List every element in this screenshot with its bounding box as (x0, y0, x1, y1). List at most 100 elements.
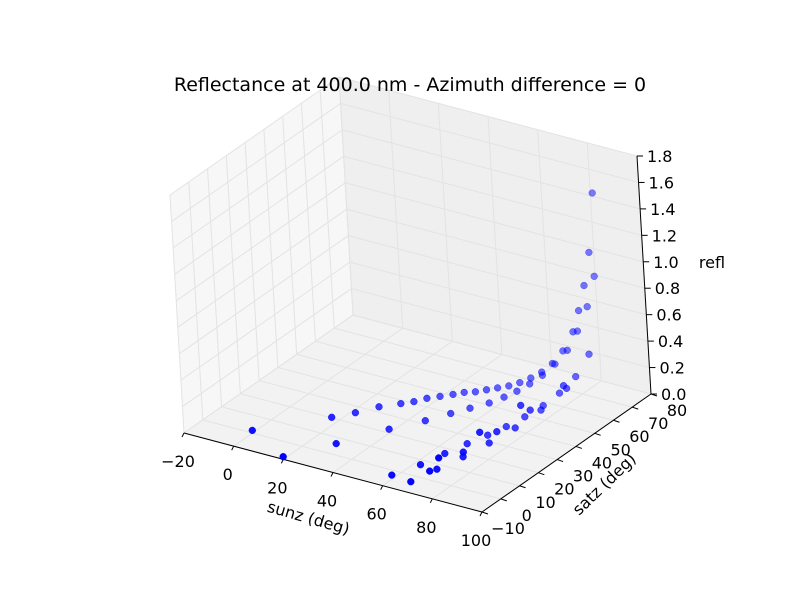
data-point (585, 248, 593, 257)
x-tick-label: 0 (223, 465, 233, 484)
data-point (521, 413, 529, 421)
z-tick-label: 1.0 (653, 253, 678, 272)
grid-line (177, 208, 348, 328)
y-tick-label: 0 (522, 506, 532, 525)
grid-line (277, 366, 577, 447)
z-tick-label: 1.4 (650, 200, 675, 219)
data-point (463, 440, 471, 448)
x-tick-mark (181, 432, 185, 438)
y-tick-label: 10 (535, 493, 555, 512)
data-point (574, 306, 583, 315)
grid-line (244, 142, 260, 381)
y-tick-mark (519, 485, 526, 489)
z-tick-label: 0.6 (656, 306, 681, 325)
z-axis-label: refl (699, 253, 725, 272)
grid-line (183, 314, 354, 434)
grid-line (169, 194, 185, 434)
data-point (459, 448, 467, 456)
y-tick-mark (575, 445, 583, 449)
grid-line (537, 129, 553, 368)
data-point (351, 409, 360, 417)
chart-title: Reflectance at 400.0 nm - Azimuth differ… (174, 74, 646, 96)
grid-line (338, 76, 354, 316)
data-point (516, 378, 524, 387)
data-point (505, 382, 513, 390)
data-point (436, 392, 444, 401)
data-point (476, 428, 484, 436)
z-axis-line (636, 155, 652, 395)
grid-line (283, 340, 453, 460)
grid-line (487, 116, 503, 355)
grid-line (586, 142, 602, 381)
data-point (449, 390, 457, 399)
grid-line (169, 76, 340, 196)
data-point (482, 386, 491, 394)
grid-line (348, 235, 647, 316)
grid-line (188, 181, 204, 420)
x-tick-mark (231, 445, 235, 451)
data-point (493, 428, 501, 436)
x-tick-mark (330, 472, 334, 477)
grid-line (332, 354, 503, 473)
left-pane (170, 77, 353, 433)
grid-line (175, 182, 346, 302)
y-axis-line (481, 393, 652, 513)
y-tick-label: 50 (610, 440, 630, 459)
grid-line (340, 102, 639, 183)
x-tick-label: 60 (366, 505, 386, 524)
y-tick-mark (632, 406, 639, 410)
y-tick-label: 80 (667, 401, 687, 420)
data-point (559, 347, 567, 355)
data-point (410, 397, 418, 406)
x-tick-label: 40 (317, 492, 337, 511)
y-tick-mark (500, 498, 507, 502)
data-point (526, 380, 534, 388)
grid-line (282, 116, 298, 355)
grid-line (300, 103, 316, 342)
data-point (590, 272, 598, 280)
data-point (407, 478, 415, 486)
x-tick-label: 80 (416, 518, 436, 537)
data-point (585, 350, 593, 358)
y-tick-label: 70 (648, 414, 668, 433)
x-tick-label: 20 (267, 478, 287, 497)
grid-line (343, 155, 642, 236)
z-tick-label: 0.2 (659, 359, 684, 378)
grid-line (315, 340, 614, 421)
data-point (471, 388, 480, 396)
z-tick-label: 0.0 (661, 385, 686, 404)
data-point (397, 399, 405, 408)
data-point (441, 449, 449, 458)
data-point (485, 399, 493, 407)
data-point (527, 374, 535, 382)
z-tick-label: 1.8 (647, 147, 672, 166)
grid-line (172, 129, 343, 249)
grid-line (432, 380, 602, 500)
z-tick-label: 1.6 (649, 173, 674, 192)
data-point (484, 431, 492, 439)
z-tick-label: 0.8 (655, 279, 680, 298)
data-point (385, 425, 393, 433)
grid-line (233, 327, 403, 447)
grid-line (171, 103, 341, 222)
grid-line (382, 367, 552, 487)
y-tick-label: 30 (573, 467, 593, 486)
x-axis-label: sunz (deg) (265, 497, 352, 539)
data-point (588, 189, 596, 197)
grid-line (437, 103, 453, 342)
data-point (555, 389, 564, 397)
data-point (426, 467, 434, 475)
y-tick-mark (481, 511, 489, 515)
data-point (517, 401, 525, 410)
y-tick-label: 40 (592, 453, 612, 472)
data-point (511, 424, 519, 432)
grid-line (345, 182, 644, 263)
data-point (513, 387, 521, 395)
data-points (248, 189, 598, 486)
data-point (500, 393, 508, 401)
data-point (537, 406, 545, 414)
data-point (466, 404, 474, 412)
data-point (447, 409, 455, 418)
data-point (416, 461, 425, 469)
